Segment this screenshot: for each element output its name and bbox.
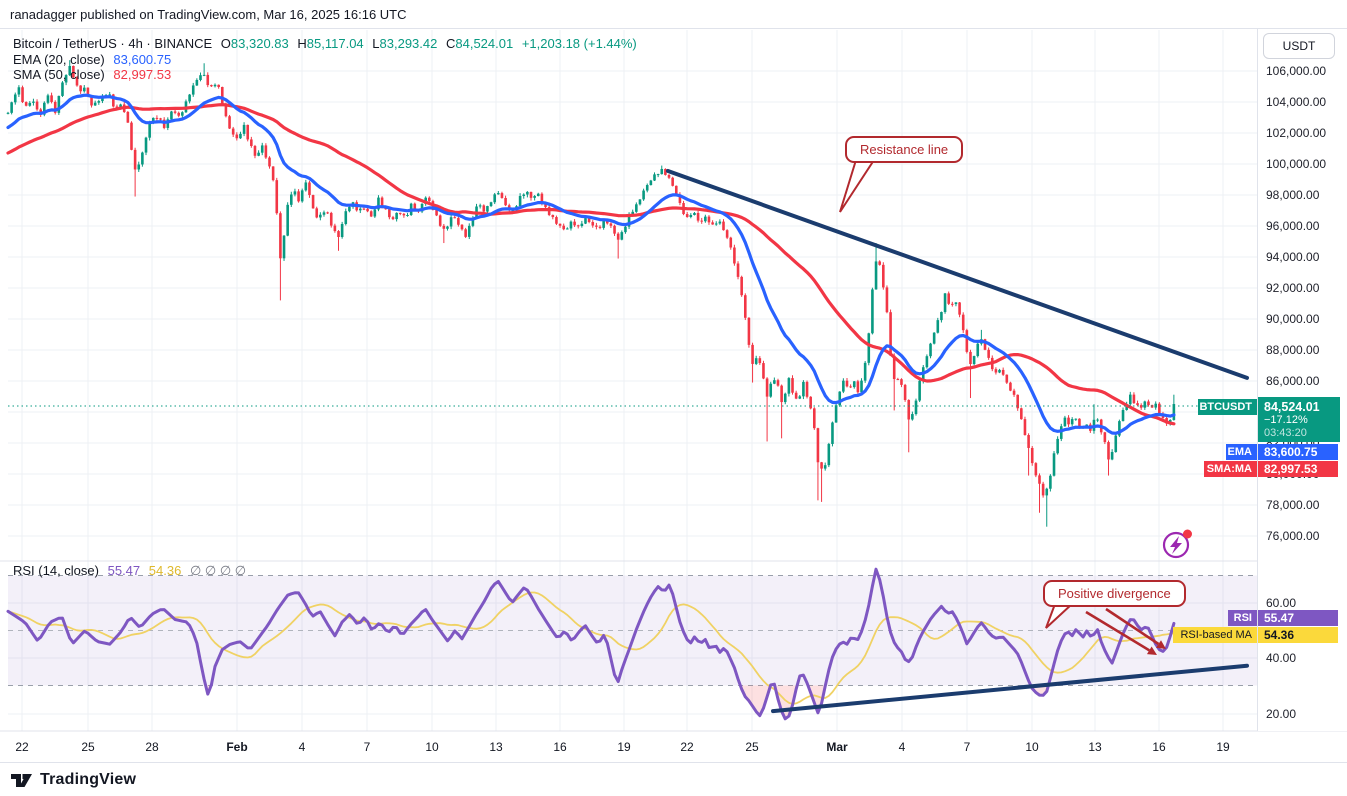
rsi-legend-row[interactable]: RSI (14, close) 55.47 54.36 ∅ ∅ ∅ ∅ [13, 563, 251, 579]
price-scale-label: 98,000.00 [1266, 188, 1320, 202]
time-axis-label: 28 [145, 740, 159, 754]
rsi-scale-label: 40.00 [1266, 651, 1297, 665]
price-scale-label: 88,000.00 [1266, 343, 1320, 357]
rsi-value-box: 55.47 [1258, 610, 1338, 626]
resistance-trendline[interactable] [666, 168, 1249, 380]
sma-line[interactable] [6, 102, 1176, 426]
time-axis-label: 19 [1216, 740, 1230, 754]
high-value: 85,117.04 [306, 36, 364, 51]
session-change-value: −17.12% [1264, 414, 1308, 426]
symbol-legend-row[interactable]: Bitcoin / TetherUS · 4h · BINANCE O83,32… [13, 36, 642, 51]
change-value: +1,203.18 (+1.44%) [521, 36, 637, 51]
rsi-ma-current-value: 54.36 [148, 563, 182, 578]
time-axis-label: 10 [425, 740, 439, 754]
tradingview-logo-icon[interactable] [10, 771, 33, 790]
divergence-arrowhead [1146, 646, 1157, 655]
time-axis-label: Feb [226, 740, 248, 754]
time-axis-label: 13 [489, 740, 503, 754]
time-axis-label: 25 [81, 740, 95, 754]
time-axis-label: 7 [963, 740, 971, 754]
time-axis-label: 16 [553, 740, 567, 754]
ema-line[interactable] [6, 93, 1176, 435]
ema-current-value: 83,600.75 [113, 52, 172, 67]
rsi-line[interactable] [6, 567, 1176, 721]
sma-tag: SMA:MA [1204, 461, 1257, 477]
ema-tag: EMA [1226, 444, 1257, 460]
price-scale-label: 100,000.00 [1266, 157, 1327, 171]
positive-divergence-callout[interactable]: Positive divergence [1043, 580, 1186, 607]
symbol-title: Bitcoin / TetherUS · 4h · BINANCE [13, 36, 213, 51]
time-axis-label: 19 [617, 740, 631, 754]
price-scale-label: 86,000.00 [1266, 374, 1320, 388]
gridlines [8, 30, 1257, 731]
price-chart-canvas[interactable] [0, 28, 1347, 762]
sma-value-box: 82,997.53 [1258, 461, 1338, 477]
sma-current-value: 82,997.53 [113, 67, 172, 82]
boost-lightning-icon[interactable] [1162, 529, 1192, 559]
time-axis-label: 7 [363, 740, 371, 754]
time-axis-label: 10 [1025, 740, 1039, 754]
price-scale-label: 96,000.00 [1266, 219, 1320, 233]
last-price-value: 84,524.01 [1264, 400, 1320, 414]
ema-label: EMA (20, close) [13, 52, 105, 67]
resistance-line-callout[interactable]: Resistance line [845, 136, 964, 163]
rsi-ma-line[interactable] [7, 591, 1175, 705]
divergence-arrowhead [1156, 640, 1166, 649]
time-axis-label: 4 [898, 740, 906, 754]
symbol-price-tag: BTCUSDT [1198, 399, 1257, 415]
rsi-oversold-fill [774, 685, 798, 719]
rsi-support-trendline[interactable] [771, 663, 1249, 714]
time-axis-label: 4 [298, 740, 306, 754]
tradingview-brand-text[interactable]: TradingView [40, 771, 137, 788]
rsi-ma-value-box: 54.36 [1258, 627, 1338, 643]
price-scale-label: 76,000.00 [1266, 529, 1320, 543]
high-label: H [297, 36, 307, 51]
divergence-arrow[interactable] [1085, 610, 1150, 652]
rsi-ma-tag: RSI-based MA [1173, 627, 1257, 643]
open-value: 83,320.83 [230, 36, 289, 51]
ema-value-box: 83,600.75 [1258, 444, 1338, 460]
footer-bar: TradingView [0, 762, 1347, 796]
time-axis-label: Mar [826, 740, 848, 754]
time-axis-label: 22 [680, 740, 694, 754]
price-scale-label: 78,000.00 [1266, 498, 1320, 512]
price-scale-label: 106,000.00 [1266, 64, 1327, 78]
rsi-current-value: 55.47 [107, 563, 141, 578]
rsi-scale-label: 20.00 [1266, 707, 1297, 721]
low-label: L [372, 36, 380, 51]
resistance-callout-tail [839, 159, 876, 213]
time-axis-label: 25 [745, 740, 759, 754]
open-label: O [220, 36, 231, 51]
close-value: 84,524.01 [455, 36, 514, 51]
time-axis-label: 16 [1152, 740, 1166, 754]
rsi-oversold-fill [808, 685, 826, 713]
time-axis-label: 22 [15, 740, 29, 754]
candles-layer [6, 60, 1176, 527]
price-scale-label: 102,000.00 [1266, 126, 1327, 140]
last-price-box: 84,524.01 −17.12% 03:43:20 [1258, 397, 1340, 442]
rsi-tag: RSI [1228, 610, 1257, 626]
low-value: 83,293.42 [379, 36, 438, 51]
sma-legend-row[interactable]: SMA (50, close) 82,997.53 [13, 67, 176, 82]
rsi-hidden-levels: ∅ ∅ ∅ ∅ [189, 563, 247, 578]
bar-countdown: 03:43:20 [1264, 427, 1307, 439]
price-scale-label: 92,000.00 [1266, 281, 1320, 295]
price-scale-label: 104,000.00 [1266, 95, 1327, 109]
divergence-arrow[interactable] [1105, 607, 1160, 646]
rsi-scale-label: 60.00 [1266, 596, 1297, 610]
close-label: C [445, 36, 456, 51]
price-scale-label: 90,000.00 [1266, 312, 1320, 326]
sma-label: SMA (50, close) [13, 67, 105, 82]
publish-header: ranadagger published on TradingView.com,… [0, 0, 1347, 29]
publish-info-text: ranadagger published on TradingView.com,… [10, 7, 407, 22]
notification-dot [1183, 529, 1192, 539]
price-scale-label: 94,000.00 [1266, 250, 1320, 264]
ema-legend-row[interactable]: EMA (20, close) 83,600.75 [13, 52, 176, 67]
time-axis-label: 13 [1088, 740, 1102, 754]
currency-toggle-button[interactable]: USDT [1263, 33, 1335, 59]
rsi-label: RSI (14, close) [13, 563, 99, 578]
